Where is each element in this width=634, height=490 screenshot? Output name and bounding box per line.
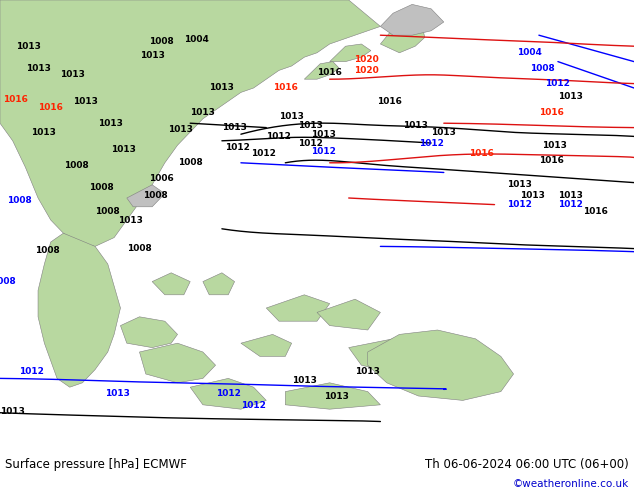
Text: 1013: 1013 <box>542 141 567 150</box>
Polygon shape <box>368 330 514 400</box>
Text: 1013: 1013 <box>0 407 25 416</box>
Text: 1013: 1013 <box>25 64 51 73</box>
Text: 1016: 1016 <box>273 83 298 93</box>
Polygon shape <box>190 378 266 409</box>
Polygon shape <box>139 343 216 383</box>
Text: Th 06-06-2024 06:00 UTC (06+00): Th 06-06-2024 06:00 UTC (06+00) <box>425 458 629 470</box>
Polygon shape <box>349 339 412 374</box>
Text: 1016: 1016 <box>469 149 495 158</box>
Text: 1016: 1016 <box>3 95 29 103</box>
Text: 1012: 1012 <box>19 368 44 376</box>
Text: 1013: 1013 <box>30 127 56 137</box>
Text: 1013: 1013 <box>98 119 124 128</box>
Text: 1012: 1012 <box>418 139 444 147</box>
Text: 1012: 1012 <box>266 132 292 141</box>
Text: 1013: 1013 <box>16 42 41 50</box>
Text: 1008: 1008 <box>529 64 555 73</box>
Text: 1016: 1016 <box>317 68 342 77</box>
Polygon shape <box>241 334 292 356</box>
Text: 1008: 1008 <box>89 182 114 192</box>
Text: 1016: 1016 <box>583 207 609 216</box>
Text: 1013: 1013 <box>60 70 86 79</box>
Text: 1020: 1020 <box>354 55 379 64</box>
Text: 1013: 1013 <box>105 389 130 398</box>
Text: 1013: 1013 <box>111 145 136 154</box>
Polygon shape <box>127 185 165 207</box>
Text: ©weatheronline.co.uk: ©weatheronline.co.uk <box>513 479 629 489</box>
Text: 1013: 1013 <box>558 92 583 101</box>
Text: 1013: 1013 <box>520 191 545 200</box>
Text: 1012: 1012 <box>225 143 250 152</box>
Polygon shape <box>152 273 190 295</box>
Text: 1013: 1013 <box>168 125 193 134</box>
Text: 1012: 1012 <box>250 149 276 158</box>
Text: 1013: 1013 <box>403 121 428 130</box>
Text: 1012: 1012 <box>558 200 583 209</box>
Text: 1012: 1012 <box>311 147 336 156</box>
Polygon shape <box>120 317 178 347</box>
Text: 1013: 1013 <box>279 112 304 121</box>
Text: Surface pressure [hPa] ECMWF: Surface pressure [hPa] ECMWF <box>5 458 187 470</box>
Polygon shape <box>330 44 371 62</box>
Text: 1013: 1013 <box>507 180 533 189</box>
Text: 1008: 1008 <box>6 196 32 205</box>
Text: 1008: 1008 <box>63 161 89 170</box>
Text: 1013: 1013 <box>355 368 380 376</box>
Text: 1013: 1013 <box>311 130 336 139</box>
Text: 1013: 1013 <box>292 376 317 385</box>
Text: 1013: 1013 <box>558 191 583 200</box>
Polygon shape <box>285 383 380 409</box>
Text: 1013: 1013 <box>139 50 165 59</box>
Text: 1004: 1004 <box>517 49 542 57</box>
Text: 1013: 1013 <box>323 392 349 400</box>
Text: 1004: 1004 <box>184 35 209 44</box>
Polygon shape <box>317 299 380 330</box>
Text: 1012: 1012 <box>507 200 533 209</box>
Text: 1008: 1008 <box>127 244 152 253</box>
Text: 1013: 1013 <box>73 97 98 106</box>
Text: 1020: 1020 <box>354 66 379 75</box>
Text: 1012: 1012 <box>241 401 266 410</box>
Polygon shape <box>304 62 339 79</box>
Text: 1012: 1012 <box>545 79 571 88</box>
Text: 1008: 1008 <box>178 158 203 167</box>
Text: 1013: 1013 <box>222 123 247 132</box>
Text: 1016: 1016 <box>377 97 403 106</box>
Polygon shape <box>380 20 425 53</box>
Text: 1013: 1013 <box>298 121 323 130</box>
Text: 1012: 1012 <box>298 139 323 147</box>
Polygon shape <box>0 0 380 246</box>
Text: 1008: 1008 <box>149 37 174 46</box>
Text: 1008: 1008 <box>35 246 60 255</box>
Text: 1006: 1006 <box>149 173 174 183</box>
Text: 1016: 1016 <box>539 108 564 117</box>
Text: 1016: 1016 <box>38 103 63 112</box>
Polygon shape <box>203 273 235 295</box>
Text: 1012: 1012 <box>216 389 241 398</box>
Text: 1008: 1008 <box>95 207 120 216</box>
Text: 1013: 1013 <box>190 108 216 117</box>
Text: 1013: 1013 <box>431 127 456 137</box>
Text: 1013: 1013 <box>209 83 235 93</box>
Polygon shape <box>266 295 330 321</box>
Text: 1016: 1016 <box>539 156 564 165</box>
Text: 1008: 1008 <box>0 277 16 286</box>
Text: 1013: 1013 <box>117 216 143 224</box>
Polygon shape <box>380 4 444 35</box>
Text: 1008: 1008 <box>143 191 168 200</box>
Polygon shape <box>38 233 120 387</box>
